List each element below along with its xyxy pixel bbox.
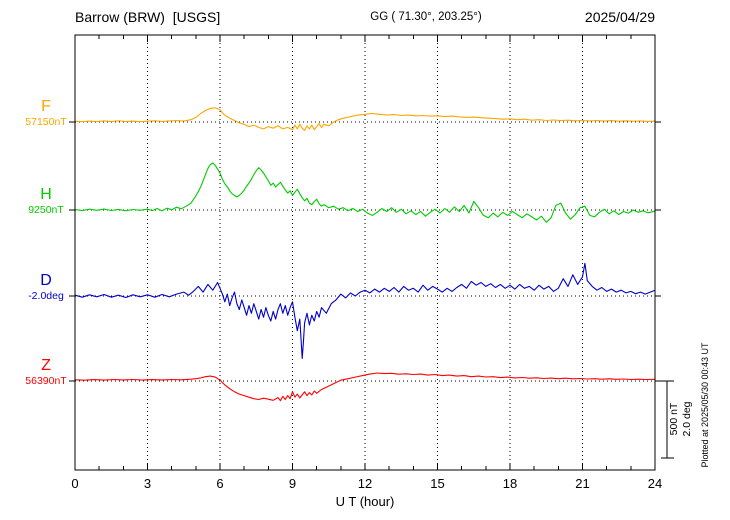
x-tick-label: 18: [503, 476, 517, 491]
trace-name-D: D: [40, 272, 52, 289]
x-tick-label: 9: [289, 476, 296, 491]
x-axis-title: U T (hour): [335, 494, 395, 509]
trace-name-Z: Z: [41, 357, 51, 374]
plot-frame: [74, 34, 656, 471]
station-title: Barrow (BRW) [USGS]: [75, 9, 221, 25]
trace-label-D: D -2.0deg: [10, 272, 82, 302]
scale-nt-label: 500 nT: [668, 402, 680, 436]
x-tick-label: 12: [358, 476, 372, 491]
trace-baseline-value-H: 9250nT: [28, 204, 64, 216]
geographic-coords: GG ( 71.30°, 203.25°): [370, 11, 482, 23]
x-tick-label: 21: [575, 476, 589, 491]
trace-name-F: F: [41, 98, 51, 115]
trace-baseline-value-F: 57150nT: [25, 116, 67, 128]
trace-H: [74, 162, 656, 223]
plotted-at-note: Plotted at 2025/05/30 00:43 UT: [700, 342, 710, 468]
x-tick-label: 24: [648, 476, 662, 491]
trace-D: [74, 262, 656, 359]
x-tick-label: 3: [144, 476, 151, 491]
x-tick-label: 0: [71, 476, 78, 491]
trace-name-H: H: [40, 186, 52, 203]
scale-deg-label: 2.0 deg: [681, 401, 693, 437]
x-tick-label: 6: [216, 476, 223, 491]
date-label: 2025/04/29: [584, 9, 655, 25]
x-tick-label: 15: [430, 476, 444, 491]
trace-label-Z: Z 56390nT: [10, 357, 82, 387]
trace-baseline-value-Z: 56390nT: [25, 375, 67, 387]
trace-Z: [74, 372, 656, 402]
scale-bar-labels: 500 nT 2.0 deg: [668, 379, 698, 459]
trace-label-H: H 9250nT: [10, 186, 82, 216]
trace-baseline-value-D: -2.0deg: [28, 290, 64, 302]
trace-label-F: F 57150nT: [10, 98, 82, 128]
trace-F: [74, 107, 656, 132]
